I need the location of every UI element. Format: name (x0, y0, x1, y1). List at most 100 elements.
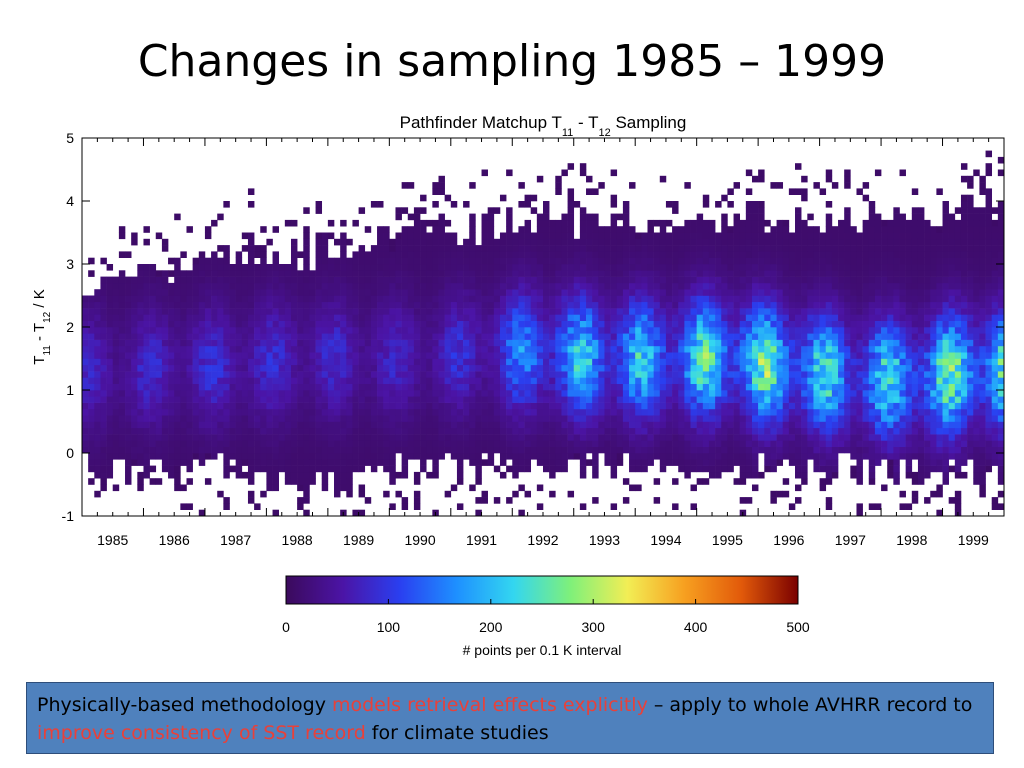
heatmap-cell (579, 308, 587, 315)
heatmap-cell (690, 415, 697, 422)
heatmap-cell (168, 383, 175, 391)
heatmap-cell (229, 434, 236, 441)
heatmap-cell (549, 446, 556, 454)
heatmap-cell (309, 471, 316, 479)
heatmap-cell (118, 402, 126, 410)
heatmap-cell (192, 295, 200, 303)
heatmap-cell (647, 352, 654, 359)
heatmap-cell (782, 226, 790, 233)
heatmap-cell (727, 453, 734, 460)
heatmap-cell (364, 377, 372, 384)
heatmap-cell (155, 358, 163, 366)
heatmap-cell (211, 358, 218, 366)
heatmap-cell (499, 238, 507, 246)
heatmap-cell (838, 232, 845, 240)
heatmap-cell (641, 232, 648, 240)
heatmap-cell (143, 383, 150, 391)
heatmap-cell (813, 364, 820, 372)
heatmap-cell (708, 251, 716, 258)
heatmap-cell (254, 339, 261, 347)
heatmap-cell (629, 396, 636, 403)
heatmap-cell (758, 232, 765, 240)
heatmap-cell (739, 471, 747, 479)
heatmap-cell (413, 270, 421, 277)
heatmap-cell (543, 276, 550, 284)
heatmap-cell (487, 352, 495, 359)
heatmap-cell (610, 453, 618, 460)
heatmap-cell (684, 257, 691, 265)
heatmap-cell (235, 358, 243, 366)
heatmap-cell (506, 427, 513, 435)
heatmap-cell (463, 390, 470, 397)
heatmap-cell (346, 434, 353, 441)
heatmap-cell (592, 377, 599, 384)
heatmap-cell (131, 396, 138, 403)
heatmap-cell (407, 396, 415, 403)
heatmap-cell (475, 471, 482, 479)
heatmap-cell (690, 446, 697, 454)
heatmap-cell (690, 232, 697, 240)
heatmap-cell (592, 320, 599, 328)
heatmap-cell (635, 308, 642, 315)
heatmap-cell (555, 282, 562, 290)
heatmap-cell (782, 333, 790, 340)
heatmap-cell (340, 333, 347, 340)
heatmap-cell (487, 320, 495, 328)
heatmap-cell (94, 333, 101, 340)
heatmap-cell (807, 390, 814, 397)
heatmap-cell (186, 390, 193, 397)
heatmap-cell (856, 339, 863, 347)
heatmap-cell (186, 314, 193, 321)
heatmap-cell (567, 345, 575, 353)
heatmap-cell (776, 358, 784, 366)
heatmap-cell (260, 421, 267, 429)
heatmap-cell (106, 471, 114, 479)
heatmap-cell (702, 352, 710, 359)
heatmap-cell (807, 289, 814, 296)
heatmap-cell (512, 339, 519, 347)
heatmap-cell (444, 421, 452, 429)
heatmap-cell (524, 219, 532, 227)
heatmap-cell (659, 408, 667, 416)
heatmap-cell (567, 408, 575, 416)
heatmap-cell (788, 270, 796, 277)
heatmap-cell (629, 320, 636, 328)
heatmap-cell (186, 465, 193, 473)
heatmap-cell (604, 453, 611, 460)
heatmap-cell (561, 390, 568, 397)
heatmap-cell (340, 358, 347, 366)
heatmap-cell (555, 270, 562, 277)
heatmap-cell (118, 314, 126, 321)
heatmap-cell (118, 345, 126, 353)
heatmap-cell (604, 257, 611, 265)
heatmap-cell (690, 289, 697, 296)
heatmap-cell (561, 371, 568, 378)
heatmap-cell (641, 264, 648, 271)
heatmap-cell (807, 402, 814, 410)
heatmap-cell (303, 327, 310, 334)
heatmap-cell (831, 453, 839, 460)
heatmap-cell (413, 415, 421, 422)
heatmap-cell (106, 301, 114, 309)
heatmap-cell (549, 440, 556, 447)
heatmap-cell (733, 345, 740, 353)
heatmap-cell (420, 264, 427, 271)
heatmap-cell (370, 427, 378, 435)
heatmap-cell (782, 377, 790, 384)
heatmap-cell (579, 471, 587, 479)
heatmap-cell (506, 497, 513, 504)
heatmap-cell (727, 402, 734, 410)
heatmap-cell (260, 352, 267, 359)
heatmap-cell (481, 427, 488, 435)
heatmap-cell (229, 396, 236, 403)
heatmap-cell (696, 314, 704, 321)
heatmap-cell (223, 320, 230, 328)
heatmap-cell (340, 446, 347, 454)
heatmap-cell (561, 446, 568, 454)
heatmap-cell (112, 295, 120, 303)
heatmap-cell (665, 402, 673, 410)
heatmap-cell (168, 314, 175, 321)
heatmap-cell (364, 333, 372, 340)
heatmap-cell (622, 295, 630, 303)
heatmap-cell (155, 390, 163, 397)
